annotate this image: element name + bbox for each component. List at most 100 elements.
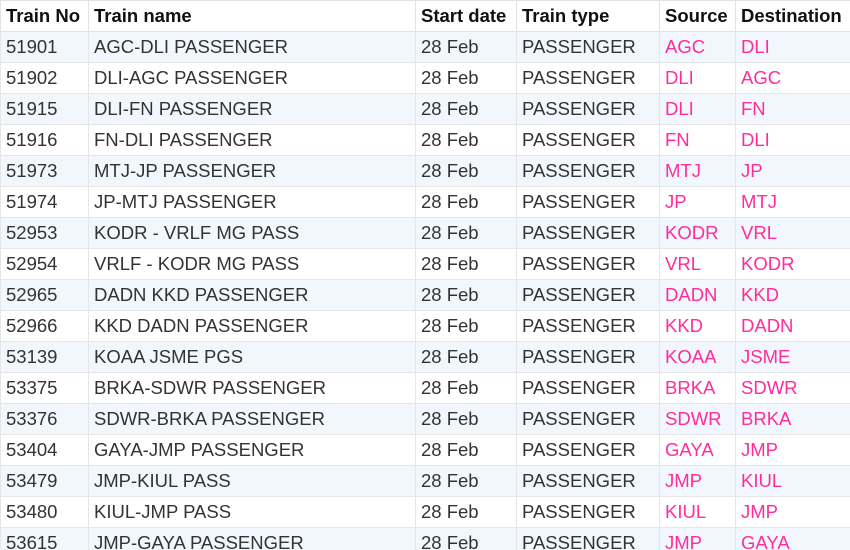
train-name-cell: JP-MTJ PASSENGER [88, 186, 416, 218]
start-date-cell: 28 Feb [415, 403, 517, 435]
start-date-cell: 28 Feb [415, 62, 517, 94]
table-row[interactable]: 52965 DADN KKD PASSENGER 28 Feb PASSENGER DA… [0, 279, 850, 311]
table-row[interactable]: 53375 BRKA-SDWR PASSENGER 28 Feb PASSENGER B… [0, 372, 850, 404]
column-header-destination[interactable]: Destination [735, 0, 850, 32]
destination-station-cell: JMP [735, 434, 850, 466]
header-row: Train No Train name Start date Train typ… [0, 0, 850, 32]
train-name-cell: KIUL-JMP PASS [88, 496, 416, 528]
train-number-cell: 51902 [0, 62, 89, 94]
start-date-cell: 28 Feb [415, 372, 517, 404]
train-number-cell: 51974 [0, 186, 89, 218]
train-name-cell: KKD DADN PASSENGER [88, 310, 416, 342]
source-station-cell: BRKA [659, 372, 736, 404]
table-row[interactable]: 52954 VRLF - KODR MG PASS 28 Feb PASSENGER V… [0, 248, 850, 280]
source-station-cell: KIUL [659, 496, 736, 528]
train-name-cell: AGC-DLI PASSENGER [88, 31, 416, 63]
table-row[interactable]: 52966 KKD DADN PASSENGER 28 Feb PASSENGER KK… [0, 310, 850, 342]
train-type-cell: PASSENGER [516, 31, 660, 63]
train-type-cell: PASSENGER [516, 496, 660, 528]
destination-station-cell: FN [735, 93, 850, 125]
destination-station-cell: AGC [735, 62, 850, 94]
train-name-cell: JMP-GAYA PASSENGER [88, 527, 416, 550]
table-row[interactable]: 53404 GAYA-JMP PASSENGER 28 Feb PASSENGER GA… [0, 434, 850, 466]
train-type-cell: PASSENGER [516, 310, 660, 342]
source-station-cell: KKD [659, 310, 736, 342]
train-type-cell: PASSENGER [516, 124, 660, 156]
destination-station-cell: GAYA [735, 527, 850, 550]
train-number-cell: 53615 [0, 527, 89, 550]
source-station-cell: JMP [659, 465, 736, 497]
destination-station-cell: DLI [735, 124, 850, 156]
train-type-cell: PASSENGER [516, 341, 660, 373]
start-date-cell: 28 Feb [415, 310, 517, 342]
table-row[interactable]: 51902 DLI-AGC PASSENGER 28 Feb PASSENGER DLI… [0, 62, 850, 94]
destination-station-cell: DLI [735, 31, 850, 63]
table-row[interactable]: 53479 JMP-KIUL PASS 28 Feb PASSENGER JMP KIUL [0, 465, 850, 497]
train-number-cell: 53479 [0, 465, 89, 497]
train-number-cell: 53480 [0, 496, 89, 528]
destination-station-cell: MTJ [735, 186, 850, 218]
train-name-cell: DLI-AGC PASSENGER [88, 62, 416, 94]
train-name-cell: GAYA-JMP PASSENGER [88, 434, 416, 466]
source-station-cell: FN [659, 124, 736, 156]
table-row[interactable]: 53376 SDWR-BRKA PASSENGER 28 Feb PASSENGER S… [0, 403, 850, 435]
table-row[interactable]: 53139 KOAA JSME PGS 28 Feb PASSENGER KOAA JSM… [0, 341, 850, 373]
table-row[interactable]: 52953 KODR - VRLF MG PASS 28 Feb PASSENGER K… [0, 217, 850, 249]
start-date-cell: 28 Feb [415, 279, 517, 311]
start-date-cell: 28 Feb [415, 217, 517, 249]
table-row[interactable]: 51916 FN-DLI PASSENGER 28 Feb PASSENGER FN DL… [0, 124, 850, 156]
train-number-cell: 53375 [0, 372, 89, 404]
source-station-cell: GAYA [659, 434, 736, 466]
train-name-cell: FN-DLI PASSENGER [88, 124, 416, 156]
start-date-cell: 28 Feb [415, 31, 517, 63]
train-type-cell: PASSENGER [516, 217, 660, 249]
train-type-cell: PASSENGER [516, 155, 660, 187]
train-number-cell: 53376 [0, 403, 89, 435]
source-station-cell: JMP [659, 527, 736, 550]
table-row[interactable]: 53615 JMP-GAYA PASSENGER 28 Feb PASSENGER JM… [0, 527, 850, 550]
train-type-cell: PASSENGER [516, 62, 660, 94]
source-station-cell: SDWR [659, 403, 736, 435]
table-row[interactable]: 51974 JP-MTJ PASSENGER 28 Feb PASSENGER JP MT… [0, 186, 850, 218]
destination-station-cell: KODR [735, 248, 850, 280]
column-header-train-name[interactable]: Train name [88, 0, 416, 32]
table-row[interactable]: 53480 KIUL-JMP PASS 28 Feb PASSENGER KIUL JMP [0, 496, 850, 528]
table-row[interactable]: 51915 DLI-FN PASSENGER 28 Feb PASSENGER DLI F… [0, 93, 850, 125]
table-row[interactable]: 51901 AGC-DLI PASSENGER 28 Feb PASSENGER AGC… [0, 31, 850, 63]
train-type-cell: PASSENGER [516, 248, 660, 280]
table-row[interactable]: 51973 MTJ-JP PASSENGER 28 Feb PASSENGER MTJ J… [0, 155, 850, 187]
train-name-cell: JMP-KIUL PASS [88, 465, 416, 497]
train-name-cell: DADN KKD PASSENGER [88, 279, 416, 311]
column-header-source[interactable]: Source [659, 0, 736, 32]
train-type-cell: PASSENGER [516, 186, 660, 218]
column-header-train-type[interactable]: Train type [516, 0, 660, 32]
destination-station-cell: DADN [735, 310, 850, 342]
train-type-cell: PASSENGER [516, 93, 660, 125]
source-station-cell: DLI [659, 62, 736, 94]
destination-station-cell: JP [735, 155, 850, 187]
column-header-start-date[interactable]: Start date [415, 0, 517, 32]
start-date-cell: 28 Feb [415, 93, 517, 125]
start-date-cell: 28 Feb [415, 434, 517, 466]
start-date-cell: 28 Feb [415, 527, 517, 550]
start-date-cell: 28 Feb [415, 186, 517, 218]
train-name-cell: KOAA JSME PGS [88, 341, 416, 373]
source-station-cell: AGC [659, 31, 736, 63]
table-body: 51901 AGC-DLI PASSENGER 28 Feb PASSENGER AGC… [0, 31, 850, 550]
destination-station-cell: JSME [735, 341, 850, 373]
train-type-cell: PASSENGER [516, 372, 660, 404]
start-date-cell: 28 Feb [415, 465, 517, 497]
train-type-cell: PASSENGER [516, 465, 660, 497]
source-station-cell: VRL [659, 248, 736, 280]
source-station-cell: DADN [659, 279, 736, 311]
source-station-cell: KOAA [659, 341, 736, 373]
train-number-cell: 51901 [0, 31, 89, 63]
train-name-cell: MTJ-JP PASSENGER [88, 155, 416, 187]
source-station-cell: DLI [659, 93, 736, 125]
train-name-cell: KODR - VRLF MG PASS [88, 217, 416, 249]
train-type-cell: PASSENGER [516, 279, 660, 311]
column-header-train-no[interactable]: Train No [0, 0, 89, 32]
train-number-cell: 52953 [0, 217, 89, 249]
train-number-cell: 53404 [0, 434, 89, 466]
train-name-cell: SDWR-BRKA PASSENGER [88, 403, 416, 435]
